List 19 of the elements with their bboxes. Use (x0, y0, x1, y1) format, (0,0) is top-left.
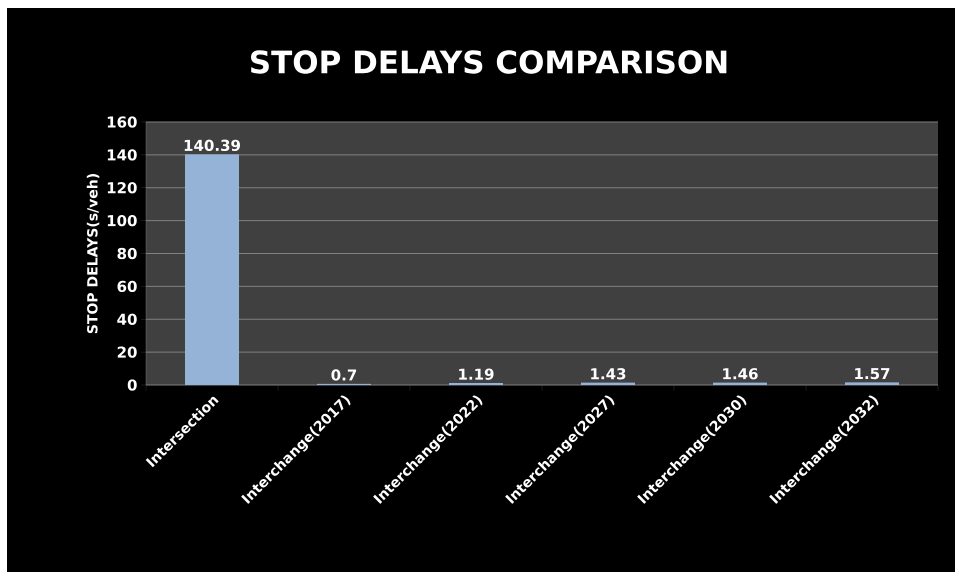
y-tick-label: 60 (118, 280, 137, 292)
y-tick-label: 0 (128, 379, 137, 391)
y-tick-label: 100 (108, 214, 137, 226)
y-tick-label: 20 (118, 346, 137, 358)
y-tick-label: 140 (108, 149, 137, 161)
bar (185, 154, 239, 385)
data-label: 1.19 (459, 368, 494, 380)
y-tick-label: 120 (108, 182, 137, 194)
bar (845, 382, 900, 385)
y-tick-label: 160 (108, 116, 137, 128)
y-axis-title: STOP DELAYS(s/veh) (86, 174, 100, 334)
data-label: 140.39 (184, 140, 240, 152)
chart-title: STOP DELAYS COMPARISON (251, 50, 726, 74)
data-label: 0.7 (331, 369, 356, 381)
y-tick-label: 40 (117, 314, 137, 325)
y-tick-label: 80 (118, 248, 137, 260)
data-label: 1.43 (591, 368, 626, 380)
data-label: 1.57 (855, 368, 890, 380)
data-label: 1.46 (723, 368, 758, 380)
